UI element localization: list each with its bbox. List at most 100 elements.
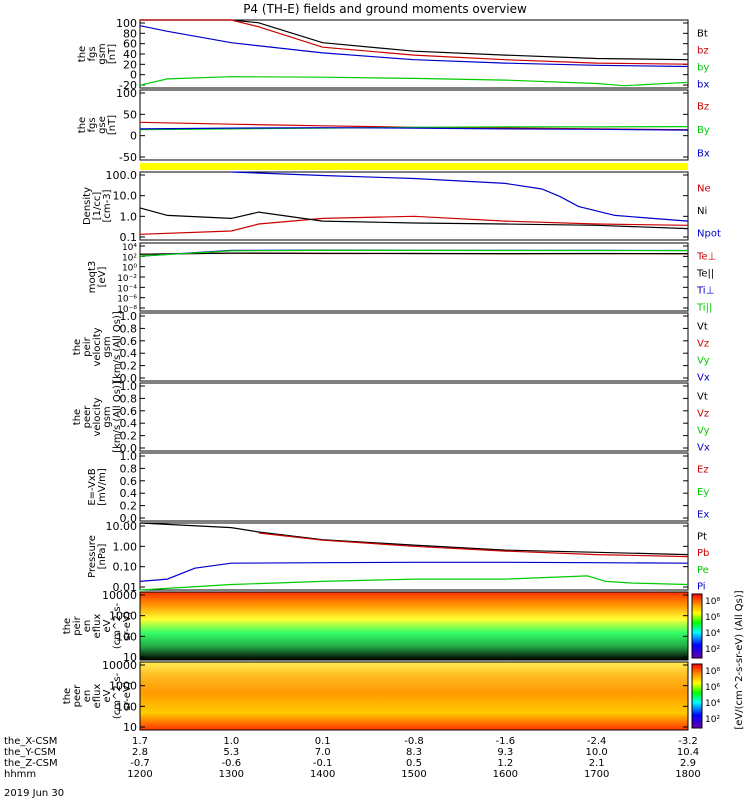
colorbar-tick: 10² — [705, 645, 720, 655]
legend-By: By — [697, 125, 710, 136]
footer-value: -2.4 — [587, 736, 607, 747]
ytick-label: 0.0 — [120, 442, 138, 455]
legend-Vx: Vx — [697, 443, 710, 454]
ylabel: thepeirenefluxeV(cm^2-s-sr-eV) — [62, 602, 133, 649]
ylabel: thefgsgse[nT] — [77, 115, 118, 135]
chart-title: P4 (TH-E) fields and ground moments over… — [243, 2, 527, 16]
legend-Ti||: Ti|| — [696, 303, 712, 314]
colorbar-bottom — [691, 663, 703, 729]
legend-Pi: Pi — [697, 582, 706, 593]
ytick-label: 0.4 — [120, 487, 138, 500]
ytick-label: 20 — [123, 58, 137, 71]
series-Pt — [139, 522, 689, 556]
ytick-label: 10⁻⁸ — [117, 305, 137, 315]
panel-peir_velocity: 1.00.80.60.40.20.0thepeirvelocitygsm[km/… — [72, 310, 710, 385]
footer-row-label: the_Z-CSM — [4, 758, 58, 769]
colorbar-tick: 10⁶ — [705, 683, 720, 693]
ytick-label: 1.0 — [120, 450, 138, 463]
panel-pressure: 10.00 1.00 0.10 0.01 Pressure[nPa] Pt Pb Pe Pi — [87, 520, 709, 594]
ytick-label: 0 — [130, 130, 137, 143]
ytick-label: 0.8 — [120, 322, 138, 335]
footer-value: 1600 — [493, 769, 518, 780]
ytick-label: 100 — [116, 630, 137, 643]
footer-value: 7.0 — [315, 747, 331, 758]
legend-Ne: Ne — [697, 183, 711, 194]
legend-Te⊥: Te⊥ — [696, 252, 716, 263]
ytick-label: 10 — [123, 651, 137, 664]
ytick-label: 10.00 — [106, 520, 138, 533]
ylabel: Pressure[nPa] — [87, 535, 108, 578]
footer-value: -0.6 — [222, 758, 242, 769]
series-Pb — [258, 532, 689, 558]
series-By — [139, 126, 689, 131]
colorbar-top — [691, 593, 703, 659]
heatmap-image — [140, 662, 688, 730]
ytick-label: 0.6 — [120, 335, 138, 348]
footer-value: 1.7 — [132, 736, 148, 747]
ytick-label: 0.0 — [120, 372, 138, 385]
ytick-label: 0.10 — [113, 561, 138, 574]
panel-frame — [139, 591, 689, 661]
panel-peir_en_eflux: 10000 1000 100 10 thepeirenefluxeV(cm^2-s-sr… — [62, 589, 689, 664]
ytick-label: 100 — [116, 87, 137, 100]
panel-fgs_gse: 100 50 0 -50 thefgsgse[nT] Bz By Bx — [77, 87, 710, 164]
colorbar: 10⁸ 10⁸ 10⁶ 10⁶ 10⁴ 10⁴ 10² 10² [eV/(cm^2-s-sr-e… — [691, 590, 745, 730]
footer-value: 2.1 — [589, 758, 605, 769]
footer-value: -3.2 — [678, 736, 698, 747]
panel-frame — [139, 89, 689, 161]
footer-row-label: the_Y-CSM — [4, 747, 56, 758]
ytick-label: 1000 — [109, 680, 137, 693]
ytick-label: 10000 — [102, 659, 137, 672]
series-Ti|| — [139, 249, 689, 257]
ytick-label: 0.6 — [120, 475, 138, 488]
ytick-label: 0.8 — [120, 462, 138, 475]
ytick-label: 10.0 — [113, 190, 138, 203]
ytick-label: 0.0 — [120, 512, 138, 525]
panel-frame — [139, 452, 689, 522]
ytick-label: 0.2 — [120, 360, 138, 373]
footer-value: 0.1 — [315, 736, 331, 747]
ytick-label: 100 — [116, 17, 137, 30]
ytick-label: 0.4 — [120, 347, 138, 360]
colorbar-tick: 10⁶ — [705, 613, 720, 623]
colorbar-label: [eV/(cm^2-s-sr-eV) (All Qs)] — [734, 590, 745, 729]
legend-Vy: Vy — [697, 356, 710, 367]
footer-row-label: hhmm — [4, 769, 36, 780]
series-Pi — [139, 561, 689, 582]
legend-Ex: Ex — [697, 510, 709, 521]
footer-value: 1700 — [584, 769, 609, 780]
ytick-label: 0.6 — [120, 405, 138, 418]
footer-value: 1200 — [127, 769, 152, 780]
legend-bx: bx — [697, 80, 709, 91]
legend-Vy: Vy — [697, 426, 710, 437]
footer-value: 1800 — [675, 769, 700, 780]
ytick-label: 1.0 — [120, 380, 138, 393]
legend-Pe: Pe — [697, 565, 709, 576]
footer-value: 8.3 — [406, 747, 422, 758]
footer-row-label: the_X-CSM — [4, 736, 57, 747]
colorbar-tick: 10⁴ — [705, 629, 720, 639]
ytick-label: -20 — [119, 79, 137, 92]
footer-value: 2.9 — [680, 758, 696, 769]
legend-Ez: Ez — [697, 464, 709, 475]
ytick-label: 50 — [123, 108, 137, 121]
ytick-label: 1000 — [109, 610, 137, 623]
ylabel: Density[1/cc][cm-3] — [82, 187, 113, 225]
ytick-label: 0.8 — [120, 392, 138, 405]
legend-Ni: Ni — [697, 206, 707, 217]
ytick-label: 10⁴ — [122, 243, 137, 253]
ytick-label: 1.0 — [120, 310, 138, 323]
colorbar-tick: 10⁸ — [705, 597, 720, 607]
ytick-label: 100.0 — [106, 169, 138, 182]
legend-Vz: Vz — [697, 339, 709, 350]
ytick-label: 80 — [123, 27, 137, 40]
ylabel: thepeervelocitygsm[km/s (All Qs)] — [72, 381, 123, 453]
footer-value: 0.5 — [406, 758, 422, 769]
legend-Vt: Vt — [697, 322, 708, 333]
series-bx — [139, 25, 689, 68]
ylabel: E=-VxB[mV/m] — [87, 468, 108, 506]
footer-value: -0.8 — [404, 736, 424, 747]
